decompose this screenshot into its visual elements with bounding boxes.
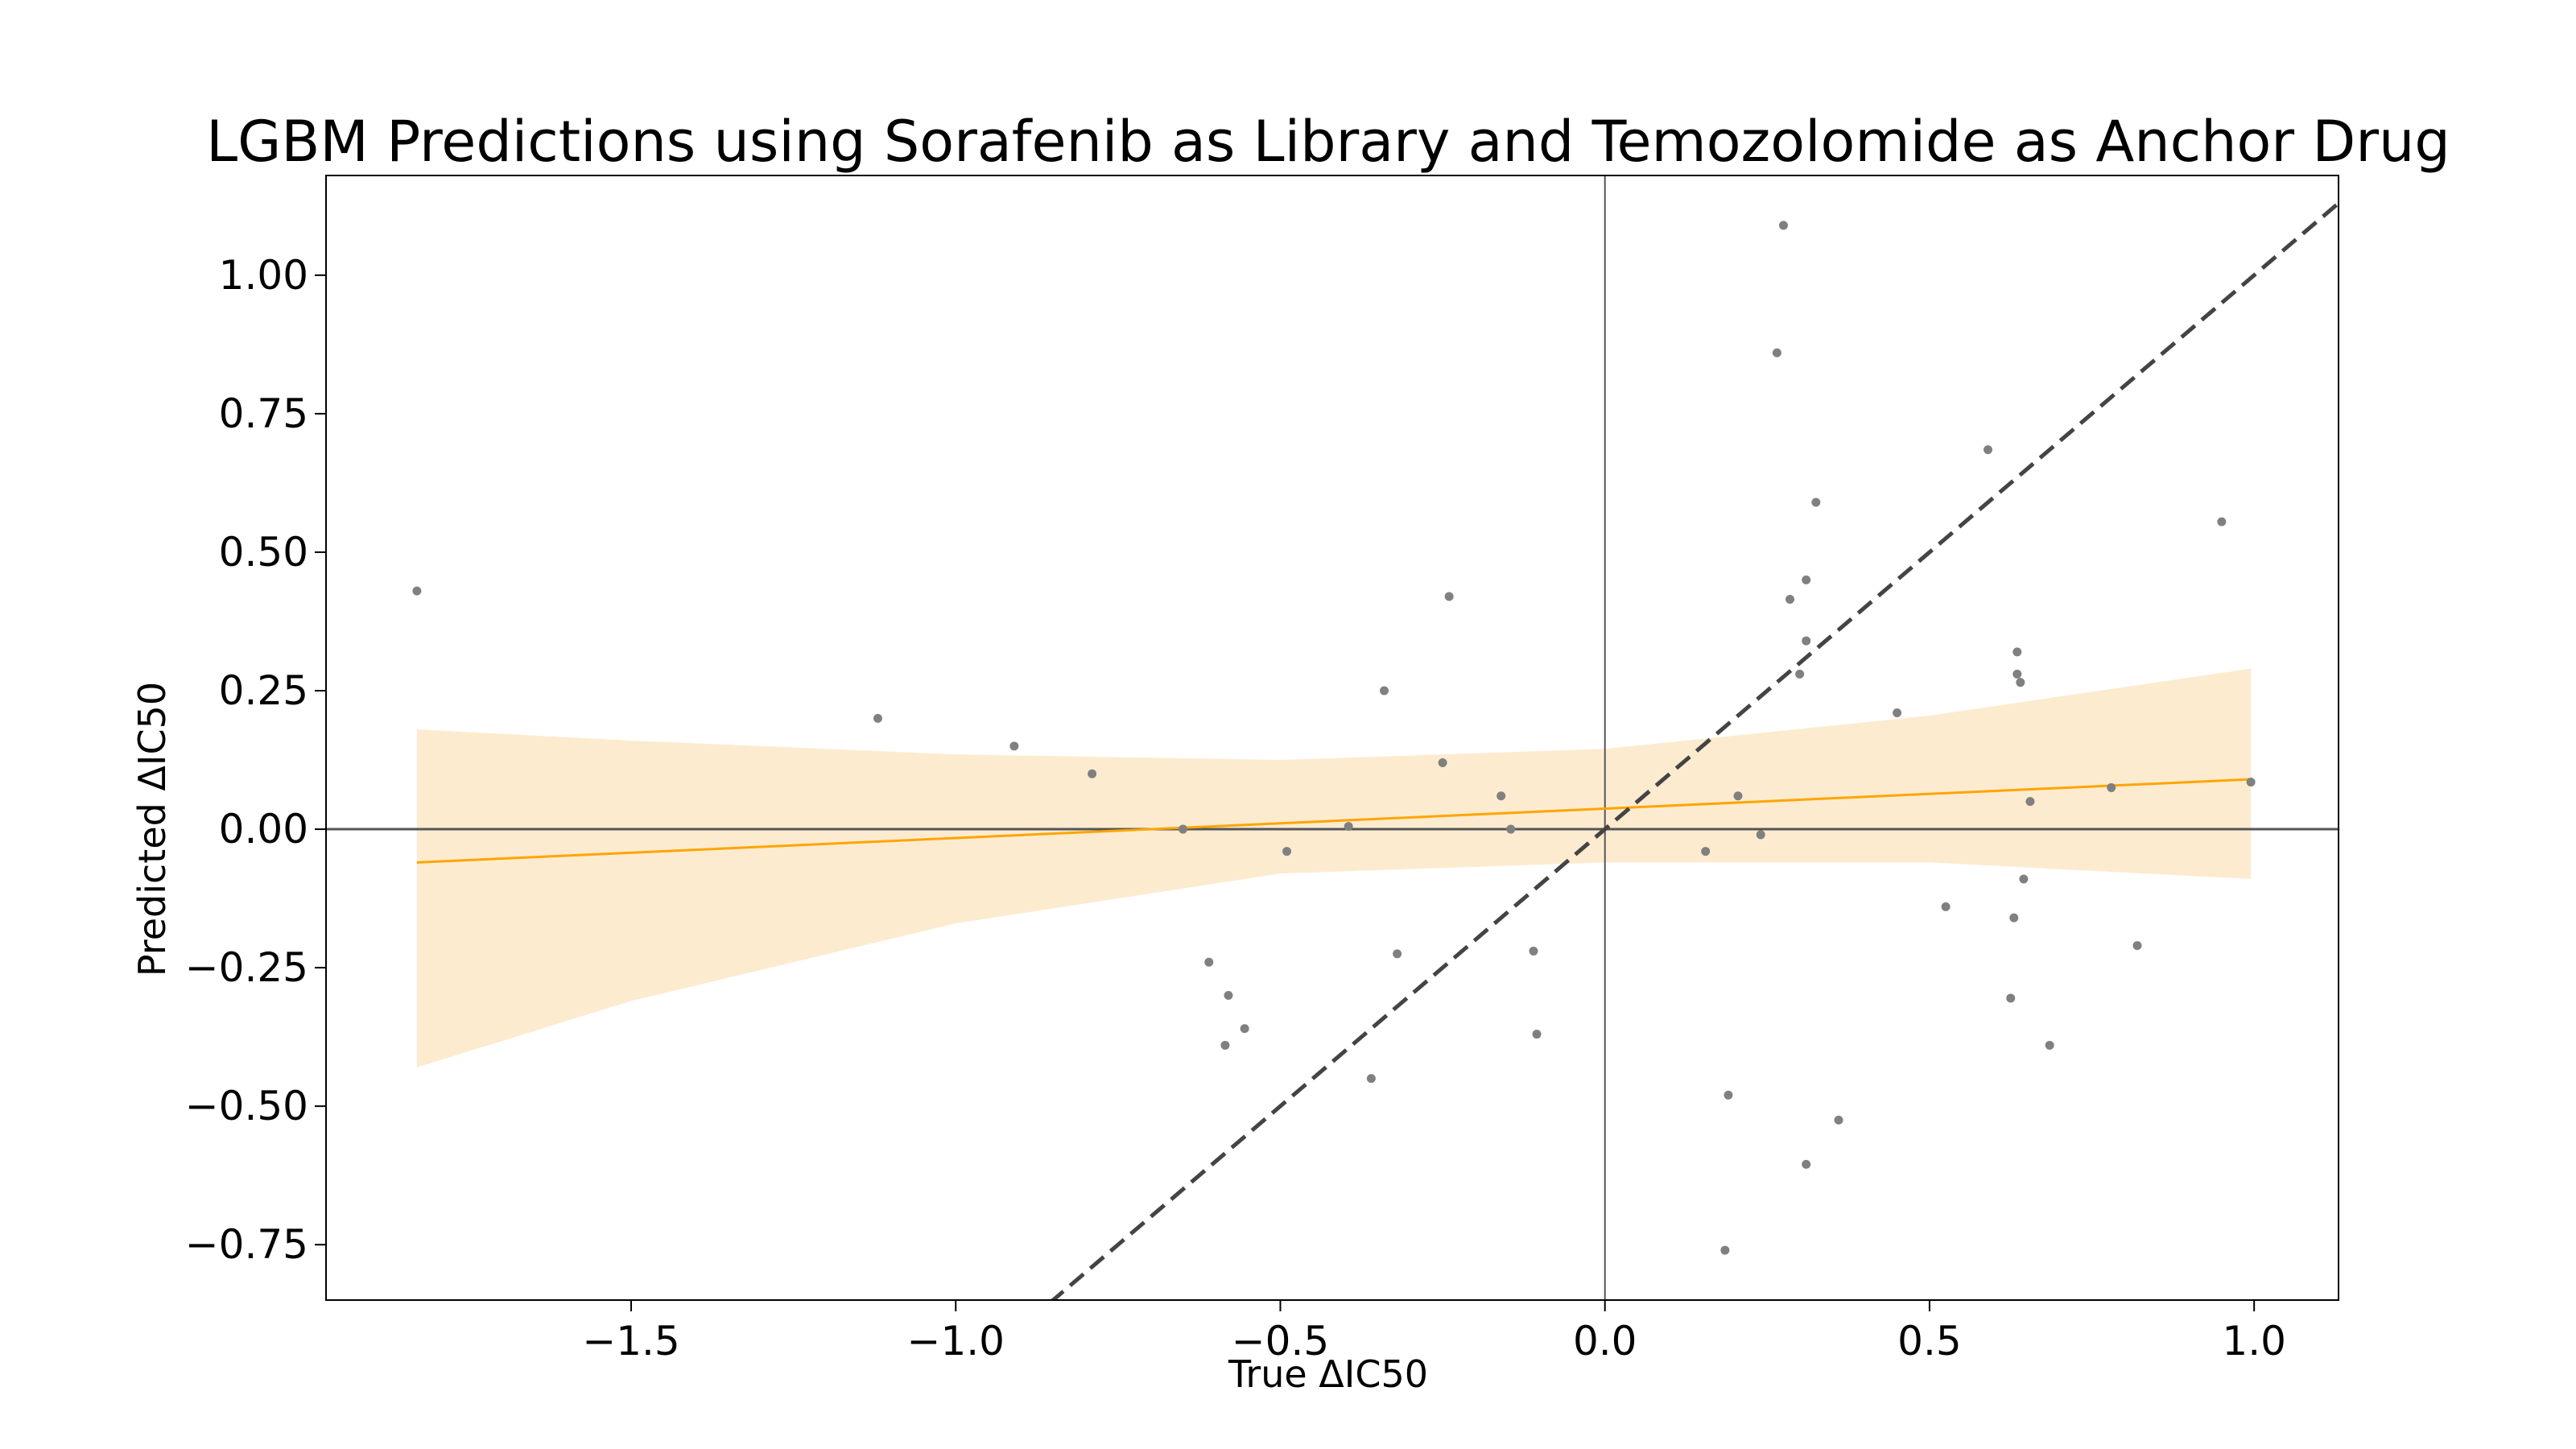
data-point bbox=[1438, 758, 1447, 767]
data-point bbox=[1785, 594, 1795, 604]
data-point bbox=[2132, 941, 2142, 951]
data-point bbox=[2016, 678, 2025, 687]
data-point bbox=[1506, 824, 1516, 834]
data-point bbox=[1701, 847, 1711, 857]
data-point bbox=[2107, 782, 2116, 792]
x-tick-label: 0.0 bbox=[1573, 1318, 1637, 1364]
data-point bbox=[1532, 1030, 1542, 1039]
data-point bbox=[2217, 517, 2227, 526]
y-axis-label: Predicted ΔIC50 bbox=[130, 682, 174, 976]
data-point bbox=[2045, 1040, 2054, 1050]
x-tick-label: −0.5 bbox=[1232, 1318, 1329, 1364]
data-point bbox=[1720, 1245, 1730, 1255]
chart-title: LGBM Predictions using Sorafenib as Libr… bbox=[206, 109, 2450, 175]
data-point bbox=[2013, 647, 2022, 657]
data-point bbox=[1778, 221, 1788, 230]
data-point bbox=[2246, 778, 2256, 787]
data-point bbox=[1811, 497, 1821, 507]
data-point bbox=[1009, 741, 1019, 751]
data-point bbox=[1733, 791, 1743, 801]
data-point bbox=[412, 586, 422, 596]
x-tick-label: 1.0 bbox=[2222, 1318, 2286, 1364]
data-point bbox=[1444, 592, 1454, 601]
x-axis: −1.5 −1.0 −0.5 0.0 0.5 1.0 bbox=[582, 1300, 2286, 1364]
data-point bbox=[1380, 686, 1389, 696]
x-axis-label: True ΔIC50 bbox=[1228, 1352, 1428, 1396]
data-point bbox=[1204, 957, 1214, 967]
data-point bbox=[1941, 902, 1951, 911]
data-point bbox=[1802, 636, 1811, 646]
data-point bbox=[1984, 445, 1993, 455]
identity-line bbox=[1050, 201, 2339, 1300]
x-tick-label: −1.0 bbox=[907, 1318, 1005, 1364]
data-point bbox=[2013, 669, 2022, 679]
data-point bbox=[1772, 348, 1781, 357]
data-point bbox=[1366, 1074, 1376, 1084]
data-point bbox=[873, 713, 882, 723]
plot-frame bbox=[325, 175, 2339, 1301]
data-point bbox=[1834, 1115, 1843, 1125]
data-point bbox=[1529, 946, 1538, 956]
data-point bbox=[1240, 1024, 1249, 1034]
data-point bbox=[1756, 830, 1765, 840]
y-tick-label: 1.00 bbox=[219, 252, 308, 299]
x-tick-label: 0.5 bbox=[1897, 1318, 1962, 1364]
data-point bbox=[1893, 708, 1902, 718]
data-point bbox=[1344, 822, 1353, 832]
data-point bbox=[1795, 669, 1805, 679]
data-point bbox=[1802, 575, 1811, 584]
data-point bbox=[1088, 769, 1097, 778]
data-point bbox=[1496, 791, 1506, 801]
data-point bbox=[1802, 1159, 1811, 1169]
data-point bbox=[1724, 1090, 1733, 1100]
y-tick-label: 0.50 bbox=[219, 529, 308, 576]
data-point bbox=[1220, 1040, 1230, 1050]
data-point bbox=[2025, 797, 2035, 807]
y-tick-label: −0.25 bbox=[185, 944, 308, 991]
x-tick-label: −1.5 bbox=[582, 1318, 679, 1364]
y-tick-label: 0.00 bbox=[219, 806, 308, 852]
regression-line bbox=[416, 778, 2252, 864]
y-tick-label: 0.75 bbox=[219, 390, 308, 437]
y-tick-label: 0.25 bbox=[219, 667, 308, 714]
data-point bbox=[1179, 824, 1188, 834]
plot-area bbox=[326, 175, 2339, 1300]
y-tick-label: −0.75 bbox=[185, 1221, 308, 1268]
data-point bbox=[2009, 913, 2019, 923]
data-point bbox=[2006, 993, 2016, 1003]
confidence-band bbox=[416, 668, 2252, 1067]
data-point bbox=[1282, 847, 1292, 857]
y-axis: −0.75 −0.50 −0.25 0.00 0.25 0.50 0.75 1.00 bbox=[185, 252, 326, 1268]
data-point bbox=[1393, 949, 1402, 959]
y-tick-label: −0.50 bbox=[185, 1083, 308, 1129]
data-point bbox=[2019, 874, 2029, 884]
data-point bbox=[1224, 991, 1233, 1001]
